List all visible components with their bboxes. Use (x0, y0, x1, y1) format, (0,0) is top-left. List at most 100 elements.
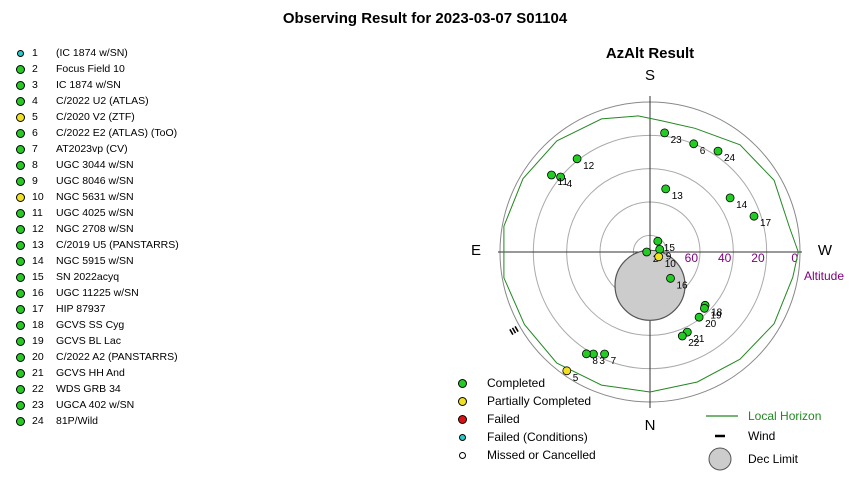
target-point (642, 247, 652, 257)
polar-grid: 806040200 (498, 96, 802, 408)
target-row: 14 NGC 5915 w/SN (16, 253, 179, 269)
target-number: 8 (32, 159, 38, 171)
target-point-label: 3 (599, 356, 605, 367)
target-row: 24 81P/Wild (16, 413, 179, 429)
legend-wind: Wind (704, 426, 821, 446)
target-row: 7 AT2023vp (CV) (16, 141, 179, 157)
target-point-label: 11 (558, 177, 569, 188)
target-point (689, 139, 699, 149)
target-row: 2 Focus Field 10 (16, 61, 179, 77)
target-number: 17 (32, 303, 44, 315)
status-dot-icon (16, 240, 25, 250)
legend-label: Partially Completed (487, 394, 592, 408)
target-row: 8 UGC 3044 w/SN (16, 157, 179, 173)
target-point-label: 16 (677, 280, 689, 291)
target-point (600, 349, 609, 359)
target-number: 20 (32, 351, 44, 363)
target-number: 14 (32, 255, 44, 267)
target-number: 9 (32, 175, 38, 187)
status-dot-icon (16, 112, 25, 122)
target-point-label: 12 (583, 161, 595, 172)
horizon-line-icon (704, 406, 740, 426)
wind-tick (514, 326, 519, 332)
wind-marker (509, 326, 519, 335)
target-point (666, 273, 675, 283)
legend-completed: Completed (458, 374, 596, 392)
target-row: 4 C/2022 U2 (ATLAS) (16, 93, 179, 109)
status-dot-icon (16, 384, 25, 394)
status-dot-icon (16, 400, 25, 410)
target-number: 6 (32, 127, 38, 139)
direction-north: N (645, 417, 656, 434)
direction-south: S (645, 67, 655, 84)
legend-local-horizon: Local Horizon (704, 406, 821, 426)
status-dot-icon (16, 288, 25, 298)
target-row: 16 UGC 11225 w/SN (16, 285, 179, 301)
altitude-tick-label: 60 (685, 251, 699, 265)
target-point (572, 154, 582, 164)
target-row: 19 GCVS BL Lac (16, 333, 179, 349)
target-point-label: 10 (665, 259, 677, 270)
target-row: 17 HIP 87937 (16, 301, 179, 317)
wind-tick (511, 327, 517, 334)
target-name: Focus Field 10 (56, 63, 125, 75)
partial-dot-icon (458, 396, 467, 406)
legend-label: Missed or Cancelled (487, 448, 596, 462)
target-point-label: 6 (700, 146, 706, 157)
missed-dot-icon (459, 451, 466, 459)
target-name: UGC 8046 w/SN (56, 175, 134, 187)
target-number: 7 (32, 143, 38, 155)
target-point (725, 193, 735, 203)
target-name: IC 1874 w/SN (56, 79, 121, 91)
target-point-label: 13 (672, 191, 684, 202)
legend-dec-limit: Dec Limit (704, 446, 821, 472)
plot-title: AzAlt Result (605, 45, 695, 62)
target-row: 1 (IC 1874 w/SN) (16, 45, 179, 61)
target-point-label: 18 (711, 307, 723, 318)
target-name: UGC 11225 w/SN (56, 287, 139, 299)
legend-label: Wind (748, 429, 776, 443)
target-point (749, 211, 759, 221)
target-name: UGC 4025 w/SN (56, 207, 134, 219)
target-point (654, 252, 664, 262)
status-dot-icon (16, 80, 25, 90)
status-dot-icon (16, 96, 25, 106)
status-dot-icon (16, 320, 25, 330)
failed-conditions-dot-icon (459, 433, 466, 441)
legend-label: Dec Limit (748, 452, 799, 466)
target-name: C/2022 U2 (ATLAS) (56, 95, 149, 107)
target-name: NGC 2708 w/SN (56, 223, 134, 235)
target-point (713, 146, 723, 156)
target-name: AT2023vp (CV) (56, 143, 128, 155)
status-dot-icon (16, 144, 25, 154)
target-number: 23 (32, 399, 44, 411)
status-dot-icon (16, 272, 25, 282)
target-name: SN 2022acyq (56, 271, 120, 283)
target-row: 22 WDS GRB 34 (16, 381, 179, 397)
target-points: 23456789101112131415161718192021222324 (547, 128, 772, 384)
target-name: C/2019 U5 (PANSTARRS) (56, 239, 179, 251)
target-number: 22 (32, 383, 44, 395)
target-number: 13 (32, 239, 44, 251)
target-name: GCVS BL Lac (56, 335, 121, 347)
status-dot-icon (16, 416, 25, 426)
plot-legend: Local Horizon Wind Dec Limit (704, 406, 821, 472)
target-point-label: 4 (567, 179, 573, 190)
local-horizon (503, 115, 799, 393)
dec-limit-icon (704, 446, 740, 472)
page-title: Observing Result for 2023-03-07 S01104 (282, 10, 568, 27)
direction-west: W (818, 242, 833, 259)
target-name: (IC 1874 w/SN) (56, 47, 128, 59)
target-number: 24 (32, 415, 44, 427)
target-name: UGCA 402 w/SN (56, 399, 135, 411)
failed-dot-icon (458, 414, 467, 424)
target-point-label: 17 (760, 218, 772, 229)
target-point (582, 349, 591, 359)
target-point (694, 312, 704, 322)
target-number: 1 (32, 47, 38, 59)
target-point (677, 331, 687, 341)
legend-label: Failed (Conditions) (487, 430, 588, 444)
target-number: 3 (32, 79, 38, 91)
status-dot-icon (16, 368, 25, 378)
